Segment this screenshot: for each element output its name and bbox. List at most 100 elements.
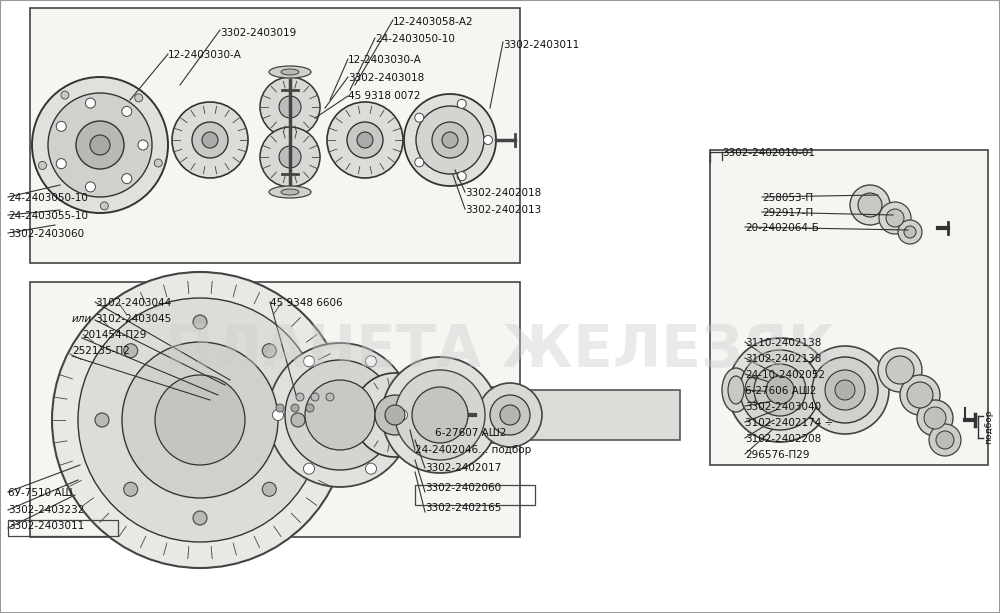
Text: 24-2403055-10: 24-2403055-10 [8, 211, 88, 221]
Circle shape [404, 94, 496, 186]
Bar [350, 390, 680, 440]
Circle shape [478, 383, 542, 447]
Text: 3302-2402017: 3302-2402017 [425, 463, 501, 473]
Text: 3302-2403011: 3302-2403011 [8, 521, 84, 531]
Circle shape [462, 387, 518, 443]
Circle shape [490, 395, 530, 435]
Circle shape [415, 158, 424, 167]
Circle shape [124, 344, 138, 358]
Text: или: или [72, 314, 92, 324]
Circle shape [268, 343, 412, 487]
Circle shape [262, 344, 276, 358]
Circle shape [382, 357, 498, 473]
Circle shape [457, 172, 466, 181]
Circle shape [442, 132, 458, 148]
Text: 3302-2403232: 3302-2403232 [8, 505, 84, 515]
Bar [30, 282, 520, 537]
Circle shape [78, 298, 322, 542]
Circle shape [858, 193, 882, 217]
Bar [415, 485, 535, 505]
Ellipse shape [269, 186, 311, 198]
Circle shape [154, 159, 162, 167]
Circle shape [304, 356, 314, 367]
Circle shape [61, 91, 69, 99]
Circle shape [365, 356, 376, 367]
Circle shape [124, 482, 138, 497]
Circle shape [291, 404, 299, 412]
Text: 3302-2403018: 3302-2403018 [348, 73, 424, 83]
Circle shape [48, 93, 152, 197]
Circle shape [766, 376, 794, 404]
Circle shape [886, 356, 914, 384]
Bar [710, 150, 988, 465]
Text: ПЛАНЕТА ЖЕЛЕЗЯК: ПЛАНЕТА ЖЕЛЕЗЯК [165, 321, 835, 378]
Circle shape [260, 77, 320, 137]
Circle shape [291, 413, 305, 427]
Circle shape [898, 220, 922, 244]
Circle shape [412, 387, 468, 443]
Ellipse shape [745, 378, 759, 403]
Circle shape [305, 380, 375, 450]
Circle shape [122, 173, 132, 184]
Circle shape [85, 182, 95, 192]
Text: 3302-2403040: 3302-2403040 [745, 402, 821, 412]
Circle shape [95, 413, 109, 427]
Text: 45 9318 0072: 45 9318 0072 [348, 91, 420, 101]
Circle shape [90, 135, 110, 155]
Circle shape [347, 122, 383, 158]
Circle shape [395, 370, 485, 460]
Circle shape [56, 159, 66, 169]
Circle shape [929, 424, 961, 456]
Circle shape [835, 380, 855, 400]
Text: 3302-2403019: 3302-2403019 [220, 28, 296, 38]
Ellipse shape [728, 376, 744, 404]
Circle shape [138, 140, 148, 150]
Circle shape [500, 405, 520, 425]
Circle shape [432, 122, 468, 158]
Text: 3102-2402138: 3102-2402138 [745, 354, 821, 364]
Circle shape [900, 375, 940, 415]
Text: 3302-2402165: 3302-2402165 [425, 503, 501, 513]
Circle shape [192, 122, 228, 158]
Circle shape [385, 405, 405, 425]
Circle shape [457, 99, 466, 109]
Text: 3302-2403060: 3302-2403060 [8, 229, 84, 239]
Circle shape [812, 357, 878, 423]
Circle shape [172, 102, 248, 178]
Ellipse shape [281, 189, 299, 195]
Text: 24-2403050-10: 24-2403050-10 [8, 193, 88, 203]
Circle shape [260, 127, 320, 187]
Circle shape [740, 350, 820, 430]
Text: 201454-П29: 201454-П29 [82, 330, 146, 340]
Circle shape [56, 121, 66, 131]
Text: 3102-2403044: 3102-2403044 [95, 298, 171, 308]
Ellipse shape [269, 66, 311, 78]
Circle shape [100, 202, 108, 210]
Text: 6-27607 АШ2: 6-27607 АШ2 [435, 428, 506, 438]
Text: 3102-2402174 ÷: 3102-2402174 ÷ [745, 418, 833, 428]
Text: 6-27606 АШ2: 6-27606 АШ2 [745, 386, 816, 396]
Circle shape [76, 121, 124, 169]
Circle shape [825, 370, 865, 410]
Text: 3302-2403011: 3302-2403011 [503, 40, 579, 50]
Circle shape [353, 373, 437, 457]
Circle shape [193, 315, 207, 329]
Circle shape [886, 209, 904, 227]
Circle shape [155, 375, 245, 465]
Circle shape [396, 409, 408, 421]
Circle shape [754, 364, 806, 416]
Circle shape [416, 106, 484, 174]
Circle shape [850, 185, 890, 225]
Circle shape [728, 338, 832, 442]
Circle shape [801, 346, 889, 434]
Circle shape [32, 77, 168, 213]
Circle shape [122, 107, 132, 116]
Circle shape [326, 393, 334, 401]
Circle shape [306, 404, 314, 412]
Text: 3102-2402208: 3102-2402208 [745, 434, 821, 444]
Circle shape [39, 161, 47, 169]
Circle shape [924, 407, 946, 429]
Circle shape [878, 348, 922, 392]
Circle shape [202, 132, 218, 148]
Ellipse shape [740, 370, 764, 410]
